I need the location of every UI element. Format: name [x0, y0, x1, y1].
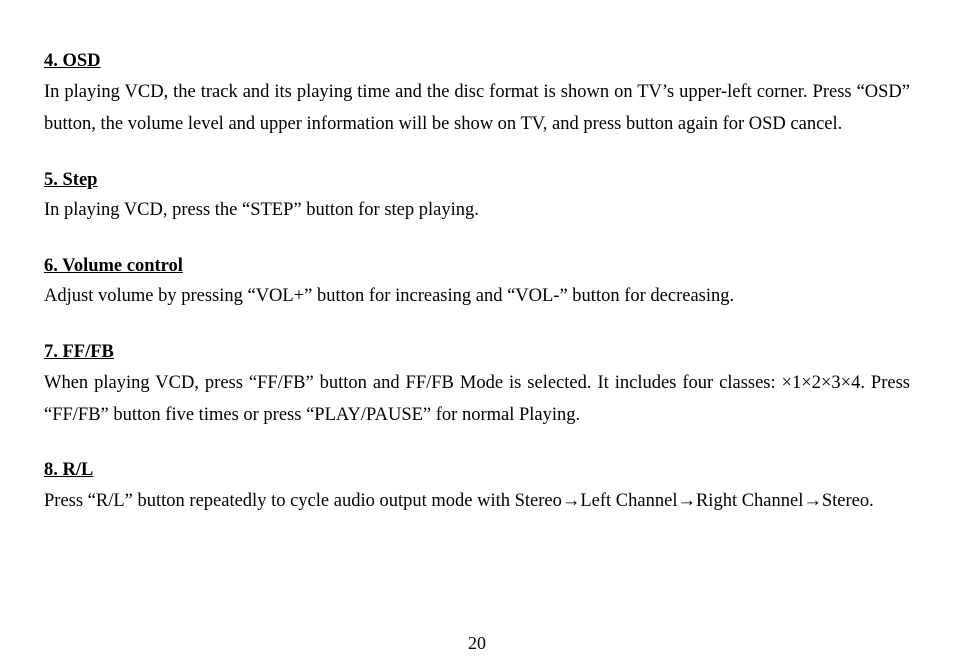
heading-osd: 4. OSD: [44, 48, 910, 76]
section-fffb: 7. FF/FB When playing VCD, press “FF/FB”…: [44, 339, 910, 432]
heading-volume: 6. Volume control: [44, 253, 910, 281]
body-osd: In playing VCD, the track and its playin…: [44, 76, 910, 141]
section-volume: 6. Volume control Adjust volume by press…: [44, 253, 910, 313]
heading-rl: 8. R/L: [44, 457, 910, 485]
body-rl: Press “R/L” button repeatedly to cycle a…: [44, 485, 910, 517]
section-step: 5. Step In playing VCD, press the “STEP”…: [44, 167, 910, 227]
body-step: In playing VCD, press the “STEP” button …: [44, 194, 910, 226]
heading-fffb: 7. FF/FB: [44, 339, 910, 367]
heading-step: 5. Step: [44, 167, 910, 195]
section-rl: 8. R/L Press “R/L” button repeatedly to …: [44, 457, 910, 517]
body-volume: Adjust volume by pressing “VOL+” button …: [44, 280, 910, 312]
page-number: 20: [0, 633, 954, 654]
body-fffb: When playing VCD, press “FF/FB” button a…: [44, 367, 910, 432]
section-osd: 4. OSD In playing VCD, the track and its…: [44, 48, 910, 141]
document-page: 4. OSD In playing VCD, the track and its…: [0, 0, 954, 672]
